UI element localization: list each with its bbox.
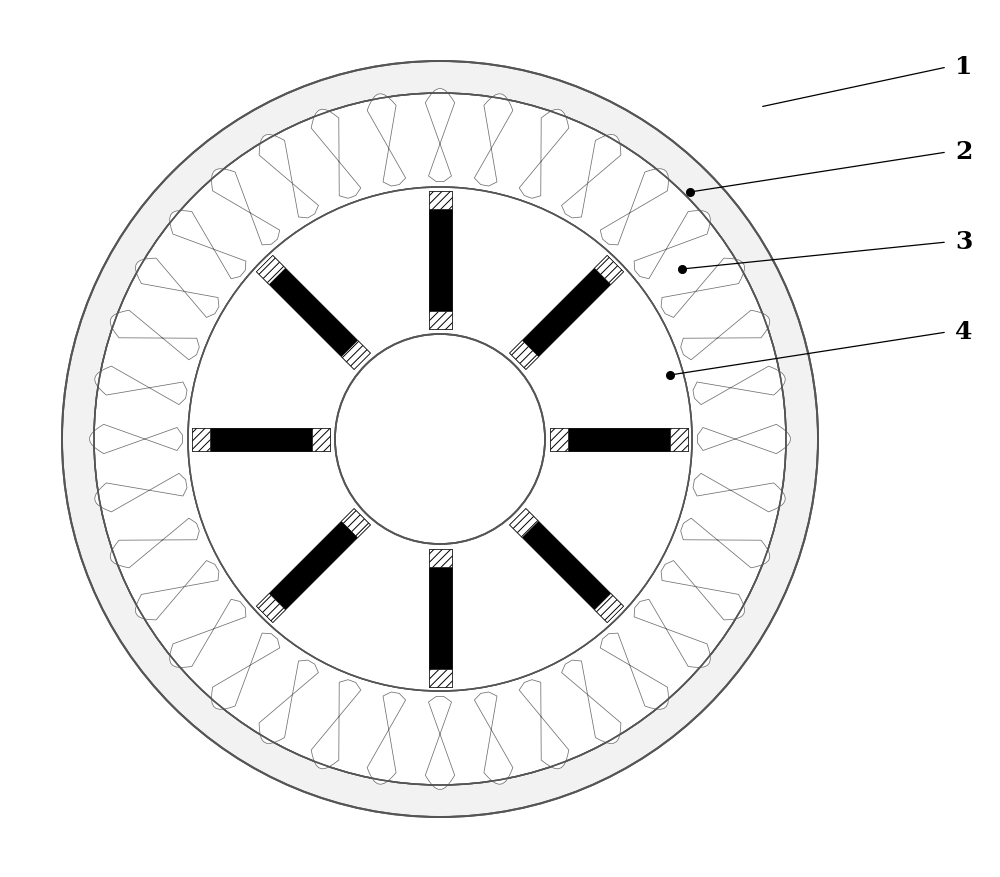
Text: 3: 3 [955,230,972,254]
Polygon shape [428,191,452,329]
Polygon shape [257,255,370,369]
Text: 1: 1 [955,55,972,79]
Polygon shape [595,594,623,623]
Polygon shape [367,692,406,784]
Polygon shape [634,599,710,667]
Polygon shape [562,660,621,744]
Polygon shape [95,474,187,512]
Polygon shape [681,310,770,360]
Polygon shape [428,669,452,687]
Polygon shape [170,210,246,279]
Polygon shape [259,134,318,217]
Circle shape [335,334,545,544]
Polygon shape [136,258,219,317]
Polygon shape [474,692,513,784]
Polygon shape [474,94,513,186]
Polygon shape [257,594,285,623]
Circle shape [188,187,692,691]
Polygon shape [510,509,539,538]
Polygon shape [428,549,452,687]
Text: 2: 2 [955,140,972,164]
Polygon shape [192,427,210,451]
Polygon shape [428,311,452,329]
Polygon shape [311,110,361,198]
Polygon shape [212,168,280,245]
Polygon shape [634,210,710,279]
Polygon shape [170,599,246,667]
Polygon shape [595,255,623,284]
Polygon shape [510,509,623,623]
Polygon shape [192,427,330,451]
Polygon shape [257,255,285,284]
Polygon shape [510,255,623,369]
Polygon shape [311,680,361,769]
Polygon shape [550,427,568,451]
Polygon shape [95,366,187,404]
Polygon shape [661,560,744,620]
Polygon shape [681,518,770,567]
Polygon shape [312,427,330,451]
Polygon shape [110,518,199,567]
Polygon shape [259,660,318,744]
Polygon shape [670,427,688,451]
Polygon shape [693,366,785,404]
Polygon shape [562,134,621,217]
Polygon shape [341,509,370,538]
Circle shape [188,187,692,691]
Polygon shape [136,560,219,620]
Text: 4: 4 [955,320,972,344]
Polygon shape [90,424,182,453]
Polygon shape [661,258,744,317]
Polygon shape [693,474,785,512]
Circle shape [94,93,786,785]
Polygon shape [212,633,280,709]
Polygon shape [110,310,199,360]
Polygon shape [698,424,790,453]
Polygon shape [428,191,452,209]
Polygon shape [519,680,569,769]
Polygon shape [600,168,668,245]
Polygon shape [600,633,668,709]
Polygon shape [428,549,452,567]
Polygon shape [510,340,539,369]
Polygon shape [550,427,688,451]
Polygon shape [425,89,455,182]
Polygon shape [341,340,370,369]
Circle shape [62,61,818,817]
Polygon shape [367,94,406,186]
Polygon shape [425,696,455,789]
Polygon shape [257,509,370,623]
Polygon shape [519,110,569,198]
